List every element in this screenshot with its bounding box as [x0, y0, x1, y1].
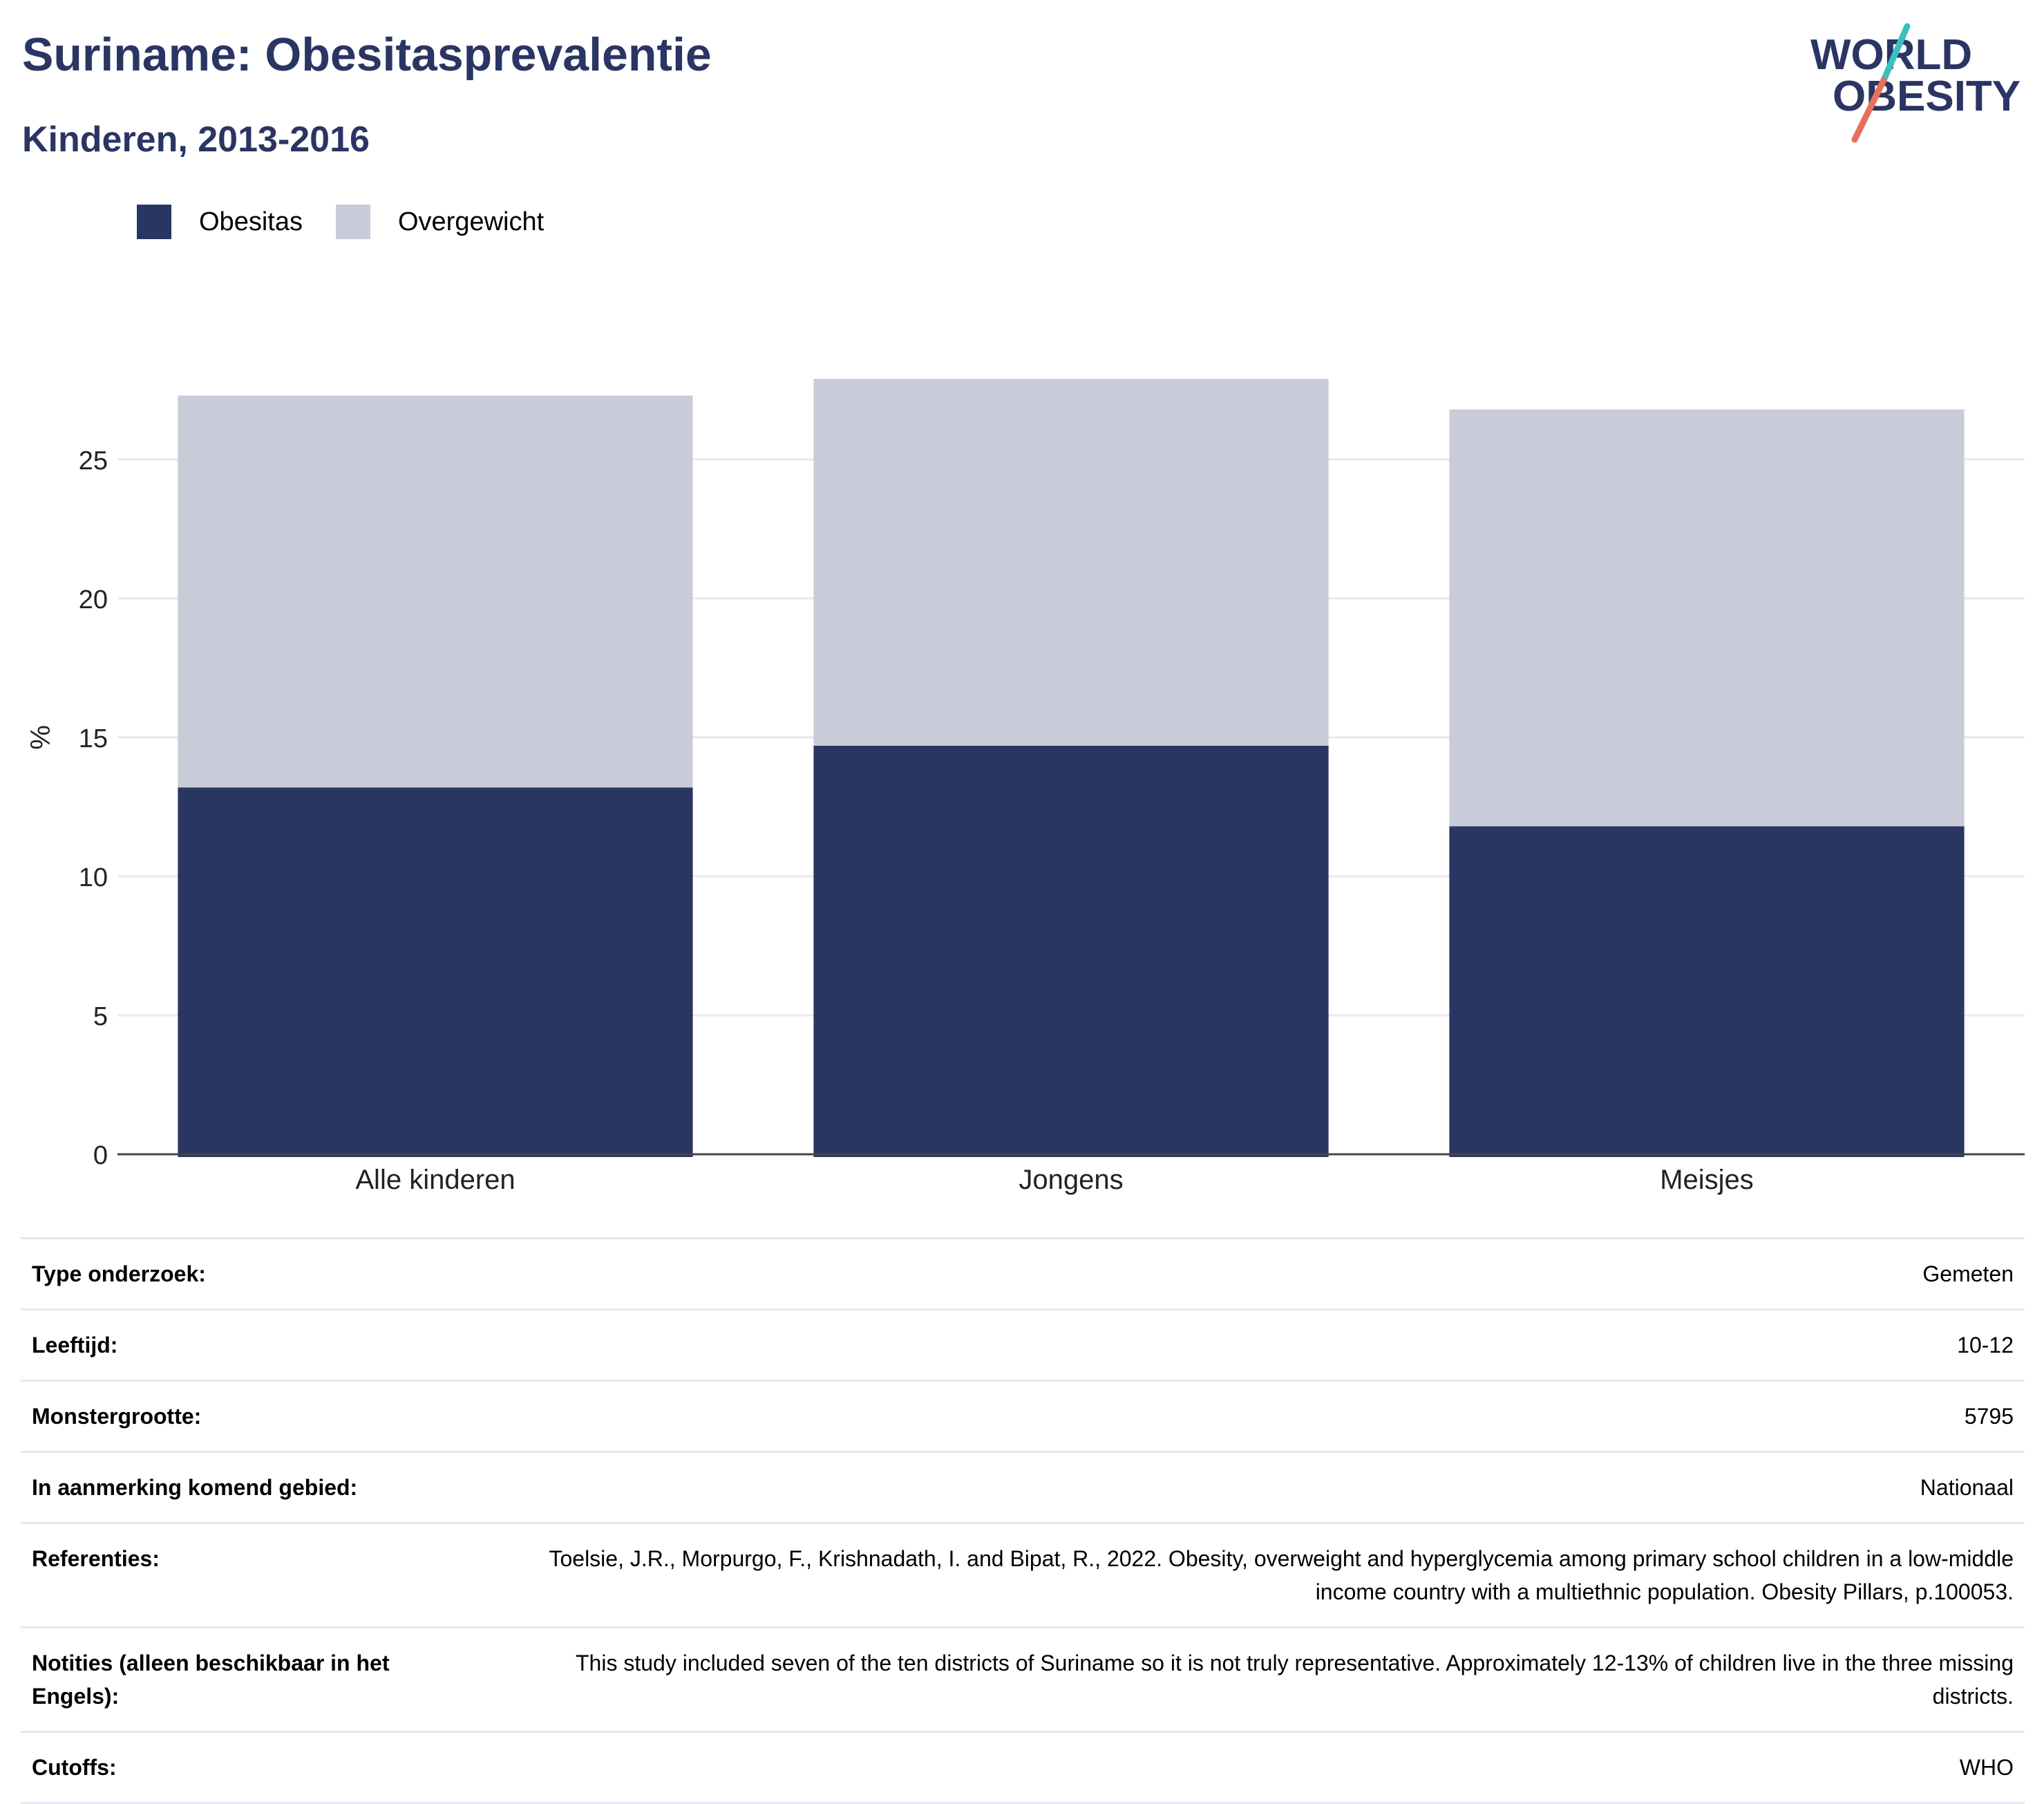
legend-label-obesitas: Obesitas [199, 207, 303, 236]
x-tick-label: Alle kinderen [355, 1165, 515, 1195]
info-value: 5795 [1964, 1404, 2014, 1429]
legend-item-obesitas[interactable]: Obesitas [137, 205, 303, 239]
info-label: Monstergrootte: [32, 1404, 202, 1429]
info-label: Cutoffs: [32, 1755, 117, 1780]
info-label: Referenties: [32, 1546, 160, 1571]
y-axis-label: % [26, 725, 56, 750]
x-tick-label: Meisjes [1660, 1165, 1754, 1195]
legend-swatch-obesitas [137, 205, 171, 239]
info-row: Type onderzoek: Gemeten [21, 1238, 2025, 1310]
info-value: This study included seven of the ten dis… [575, 1651, 2014, 1709]
info-value: WHO [1959, 1755, 2014, 1780]
bar-overgewicht-2 [1449, 409, 1965, 827]
info-row: Monstergrootte: 5795 [21, 1380, 2025, 1452]
logo-slash-bottom [1851, 77, 1887, 143]
info-table: Type onderzoek: Gemeten Leeftijd: 10-12 … [21, 1237, 2025, 1804]
info-label: In aanmerking komend gebied: [32, 1475, 358, 1500]
y-tick-label: 10 [79, 863, 108, 892]
info-row: Notities (alleen beschikbaar in het Enge… [21, 1627, 2025, 1732]
legend-swatch-overgewicht [335, 205, 370, 239]
bar-obesitas-0 [178, 787, 693, 1157]
legend-item-overgewicht[interactable]: Overgewicht [335, 205, 545, 239]
logo-line2: OBESITY [1833, 73, 2021, 120]
world-obesity-logo: WORLD OBESITY [1810, 23, 2021, 143]
info-label: Type onderzoek: [32, 1261, 206, 1286]
bar-overgewicht-0 [178, 395, 693, 788]
chart-subtitle: Kinderen, 2013-2016 [22, 120, 370, 160]
info-label: Leeftijd: [32, 1333, 118, 1357]
bar-overgewicht-1 [813, 379, 1329, 746]
y-tick-label: 15 [79, 724, 108, 753]
legend-label-overgewicht: Overgewicht [397, 207, 545, 236]
info-label: Notities (alleen beschikbaar in het Enge… [32, 1651, 390, 1709]
logo-slash-top [1880, 23, 1911, 84]
y-tick-label: 25 [79, 447, 108, 476]
info-value: 10-12 [1957, 1333, 2014, 1357]
bar-obesitas-2 [1449, 826, 1965, 1157]
bar-chart: 0 5 10 15 20 25% Alle kinderen Jongens Meisjes [26, 379, 2025, 1195]
info-row: Referenties: Toelsie, J.R., Morpurgo, F.… [21, 1523, 2025, 1628]
bar-obesitas-1 [813, 745, 1329, 1157]
info-value: Toelsie, J.R., Morpurgo, F., Krishnadath… [549, 1546, 2014, 1604]
info-row: In aanmerking komend gebied: Nationaal [21, 1451, 2025, 1523]
y-tick-label: 20 [79, 585, 108, 614]
y-tick-label: 5 [93, 1002, 108, 1031]
info-row: Cutoffs: WHO [21, 1731, 2025, 1803]
x-tick-label: Jongens [1019, 1165, 1123, 1195]
info-row: Leeftijd: 10-12 [21, 1309, 2025, 1381]
chart-title: Suriname: Obesitasprevalentie [22, 28, 712, 81]
info-value: Nationaal [1920, 1475, 2014, 1500]
y-tick-label: 0 [93, 1141, 108, 1170]
legend: Obesitas Overgewicht [137, 205, 577, 239]
info-value: Gemeten [1922, 1261, 2014, 1286]
